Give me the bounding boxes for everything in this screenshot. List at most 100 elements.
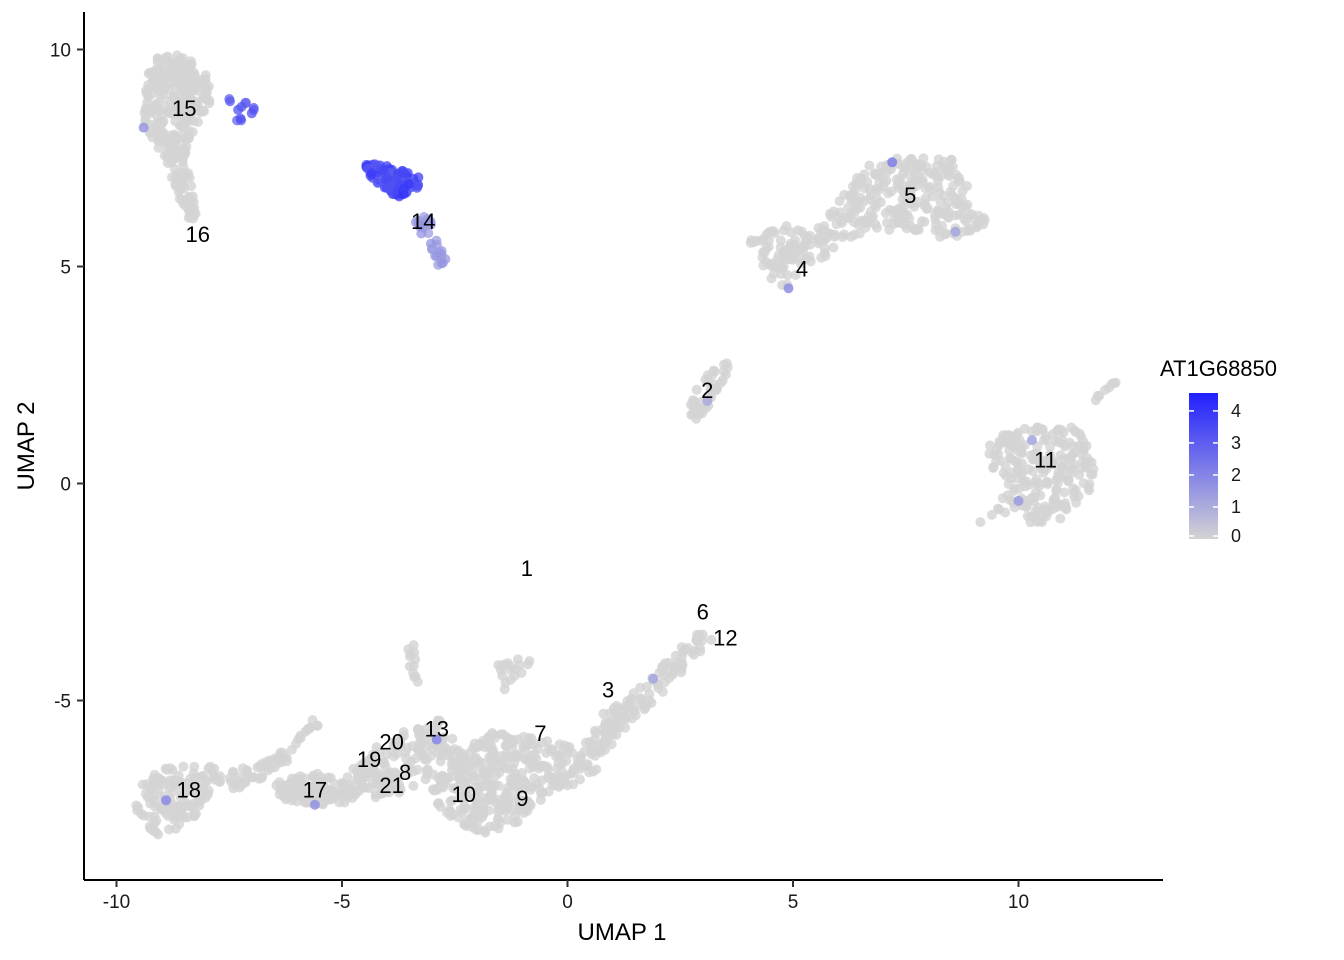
cell-point bbox=[829, 231, 840, 242]
cell-point bbox=[816, 252, 827, 263]
cell-point bbox=[970, 214, 981, 225]
cell-point bbox=[173, 147, 184, 157]
cell-point bbox=[479, 825, 490, 836]
cell-point bbox=[269, 762, 280, 773]
cell-point bbox=[1092, 390, 1103, 401]
cell-point bbox=[181, 141, 192, 152]
cluster-label: 13 bbox=[424, 717, 448, 742]
expressing-cell-point bbox=[1027, 435, 1037, 446]
cell-point bbox=[402, 742, 413, 753]
cell-point bbox=[602, 735, 613, 746]
cell-point bbox=[449, 744, 460, 755]
scatter-points bbox=[131, 50, 1121, 840]
cluster-label: 9 bbox=[516, 786, 528, 811]
cell-point bbox=[1046, 458, 1057, 469]
cell-point bbox=[520, 777, 531, 788]
cell-point bbox=[502, 658, 513, 669]
cell-point bbox=[256, 759, 267, 770]
cell-point bbox=[620, 722, 631, 733]
cell-point bbox=[136, 808, 147, 819]
colorbar-tick-label: 0 bbox=[1231, 526, 1241, 546]
cell-point bbox=[884, 224, 895, 235]
cell-point bbox=[654, 667, 665, 678]
cell-point bbox=[1010, 483, 1020, 494]
cell-point bbox=[904, 213, 915, 224]
cell-point bbox=[528, 761, 539, 772]
cell-point bbox=[254, 773, 265, 784]
cell-point bbox=[507, 763, 518, 774]
cell-point bbox=[468, 755, 479, 766]
cell-point bbox=[775, 235, 786, 246]
cell-point bbox=[410, 654, 421, 665]
cell-point bbox=[314, 782, 325, 792]
cell-point bbox=[368, 755, 379, 766]
cell-point bbox=[499, 805, 510, 816]
cell-point bbox=[572, 754, 583, 765]
cluster-label: 7 bbox=[534, 721, 546, 746]
y-tick-label: 0 bbox=[60, 475, 71, 496]
cell-point bbox=[404, 661, 415, 672]
cell-point bbox=[596, 742, 607, 753]
cell-point bbox=[578, 760, 589, 771]
colorbar-tick-label: 3 bbox=[1231, 433, 1241, 453]
cell-point bbox=[483, 805, 494, 816]
cell-point bbox=[951, 169, 962, 180]
y-tick-label: 5 bbox=[60, 258, 71, 279]
cell-point bbox=[388, 741, 399, 752]
cell-point bbox=[764, 259, 775, 270]
cell-point bbox=[371, 160, 382, 171]
cell-point bbox=[1041, 511, 1052, 522]
cell-point bbox=[1063, 453, 1073, 464]
cell-point bbox=[985, 440, 995, 451]
expressing-cell-point bbox=[648, 673, 659, 684]
cell-point bbox=[1023, 479, 1034, 490]
cell-point bbox=[187, 104, 198, 115]
cell-point bbox=[635, 682, 646, 693]
cell-point bbox=[510, 750, 521, 761]
cell-point bbox=[852, 172, 863, 183]
cell-point bbox=[157, 775, 168, 786]
cell-point bbox=[366, 167, 377, 178]
cell-point bbox=[1087, 469, 1098, 480]
legend-title: AT1G68850 bbox=[1160, 356, 1277, 381]
cell-point bbox=[318, 799, 328, 810]
cell-point bbox=[542, 772, 553, 783]
y-tick-label: -5 bbox=[54, 692, 71, 713]
cell-point bbox=[670, 650, 681, 661]
cell-point bbox=[431, 723, 441, 734]
cell-point bbox=[1055, 513, 1066, 524]
cluster-label: 17 bbox=[303, 777, 327, 802]
cell-point bbox=[414, 729, 425, 740]
x-tick-label: 5 bbox=[788, 892, 799, 913]
cell-point bbox=[1037, 455, 1048, 466]
cell-point bbox=[149, 811, 160, 822]
cell-point bbox=[508, 735, 519, 746]
expressing-cell-point bbox=[702, 396, 713, 406]
expressing-cell-point bbox=[309, 799, 320, 810]
cell-point bbox=[454, 768, 465, 779]
cluster-label: 10 bbox=[452, 782, 476, 807]
cell-point bbox=[174, 819, 185, 830]
cell-point bbox=[1000, 461, 1011, 472]
cell-point bbox=[1042, 479, 1053, 490]
cluster-label: 12 bbox=[713, 626, 737, 651]
cell-point bbox=[1011, 457, 1022, 468]
cell-point bbox=[512, 781, 523, 792]
cell-point bbox=[157, 129, 168, 140]
cell-point bbox=[162, 143, 173, 154]
cell-point bbox=[943, 211, 954, 222]
cell-point bbox=[748, 237, 759, 248]
cell-point bbox=[184, 172, 195, 183]
cell-point bbox=[304, 722, 315, 733]
cell-point bbox=[1058, 427, 1069, 438]
x-axis-ticks: -10 -5 0 5 10 bbox=[103, 880, 1029, 913]
cell-point bbox=[871, 222, 882, 233]
cell-point bbox=[390, 769, 401, 780]
cell-point bbox=[421, 755, 432, 765]
cluster-label: 16 bbox=[185, 222, 209, 247]
cell-point bbox=[437, 258, 448, 268]
cluster-label: 6 bbox=[697, 600, 709, 625]
cell-point bbox=[975, 517, 986, 528]
cell-point bbox=[568, 779, 579, 790]
cell-point bbox=[274, 789, 285, 800]
